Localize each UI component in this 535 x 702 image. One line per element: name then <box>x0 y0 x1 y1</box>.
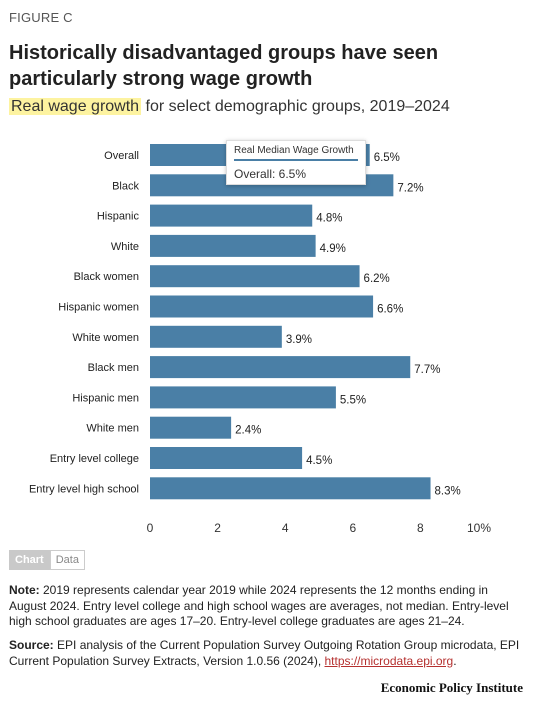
tick-label: 0 <box>147 521 154 535</box>
chart-source: Source: EPI analysis of the Current Popu… <box>9 638 524 669</box>
bars-layer: Overall 6.5% Black 7.2% Hispanic 4.8% White 4.9… <box>29 144 491 535</box>
tick-label: 8 <box>417 521 424 535</box>
category-label: White women <box>72 332 139 344</box>
bar[interactable] <box>150 477 431 500</box>
category-label: Black women <box>74 271 139 283</box>
chart-note: Note: 2019 represents calendar year 2019… <box>9 583 524 630</box>
bar[interactable] <box>150 356 411 379</box>
source-end: . <box>453 653 457 668</box>
bar[interactable] <box>150 295 374 318</box>
tick-label: 10% <box>467 521 491 535</box>
category-label: Hispanic <box>97 211 140 223</box>
value-label: 7.2% <box>397 182 423 194</box>
bar[interactable] <box>150 386 336 409</box>
tick-label: 2 <box>214 521 221 535</box>
tick-label: 6 <box>349 521 356 535</box>
data-tab-button[interactable]: Data <box>49 550 85 570</box>
tooltip-title: Real Median Wage Growth <box>234 145 358 161</box>
chart-tooltip: Real Median Wage Growth Overall: 6.5% <box>226 140 366 185</box>
source-text: EPI analysis of the Current Population S… <box>9 638 520 668</box>
category-label: Black men <box>88 362 139 374</box>
bar[interactable] <box>150 234 316 257</box>
bar[interactable] <box>150 204 313 227</box>
value-label: 4.9% <box>320 243 346 255</box>
bar[interactable] <box>150 325 282 348</box>
value-label: 6.5% <box>374 152 400 164</box>
category-label: Overall <box>104 150 139 162</box>
bar[interactable] <box>150 416 232 439</box>
category-label: Entry level high school <box>29 483 139 495</box>
value-label: 6.2% <box>364 273 390 285</box>
subtitle-rest: for select demographic groups, 2019–2024 <box>141 98 450 115</box>
note-text: 2019 represents calendar year 2019 while… <box>9 583 509 628</box>
value-label: 5.5% <box>340 394 366 406</box>
category-label: Hispanic women <box>58 302 139 314</box>
value-label: 4.8% <box>316 213 342 225</box>
value-label: 2.4% <box>235 425 261 437</box>
chart-data-toggle: Chart Data <box>9 550 85 570</box>
category-label: Black <box>112 180 139 192</box>
value-label: 8.3% <box>435 485 461 497</box>
tick-label: 4 <box>282 521 289 535</box>
category-label: White <box>111 241 139 253</box>
chart-subtitle: Real wage growth for select demographic … <box>9 98 450 116</box>
category-label: White men <box>86 423 139 435</box>
value-label: 7.7% <box>414 364 440 376</box>
value-label: 6.6% <box>377 304 403 316</box>
chart-tab-button[interactable]: Chart <box>9 550 50 570</box>
source-link[interactable]: https://microdata.epi.org <box>324 653 454 668</box>
bar[interactable] <box>150 447 303 469</box>
value-label: 3.9% <box>286 334 312 346</box>
figure-label: FIGURE C <box>9 10 73 25</box>
category-label: Hispanic men <box>72 392 139 404</box>
note-label: Note: <box>9 583 40 597</box>
chart-title: Historically disadvantaged groups have s… <box>9 42 439 90</box>
source-label: Source: <box>9 638 54 652</box>
bar[interactable] <box>150 265 360 288</box>
value-label: 4.5% <box>306 455 332 467</box>
category-label: Entry level college <box>50 453 139 465</box>
bar-chart: Overall 6.5% Black 7.2% Hispanic 4.8% White 4.9… <box>29 144 491 535</box>
publisher-logo: Economic Policy Institute <box>380 680 523 695</box>
subtitle-highlight: Real wage growth <box>9 98 142 115</box>
tooltip-value: Overall: 6.5% <box>234 167 307 181</box>
